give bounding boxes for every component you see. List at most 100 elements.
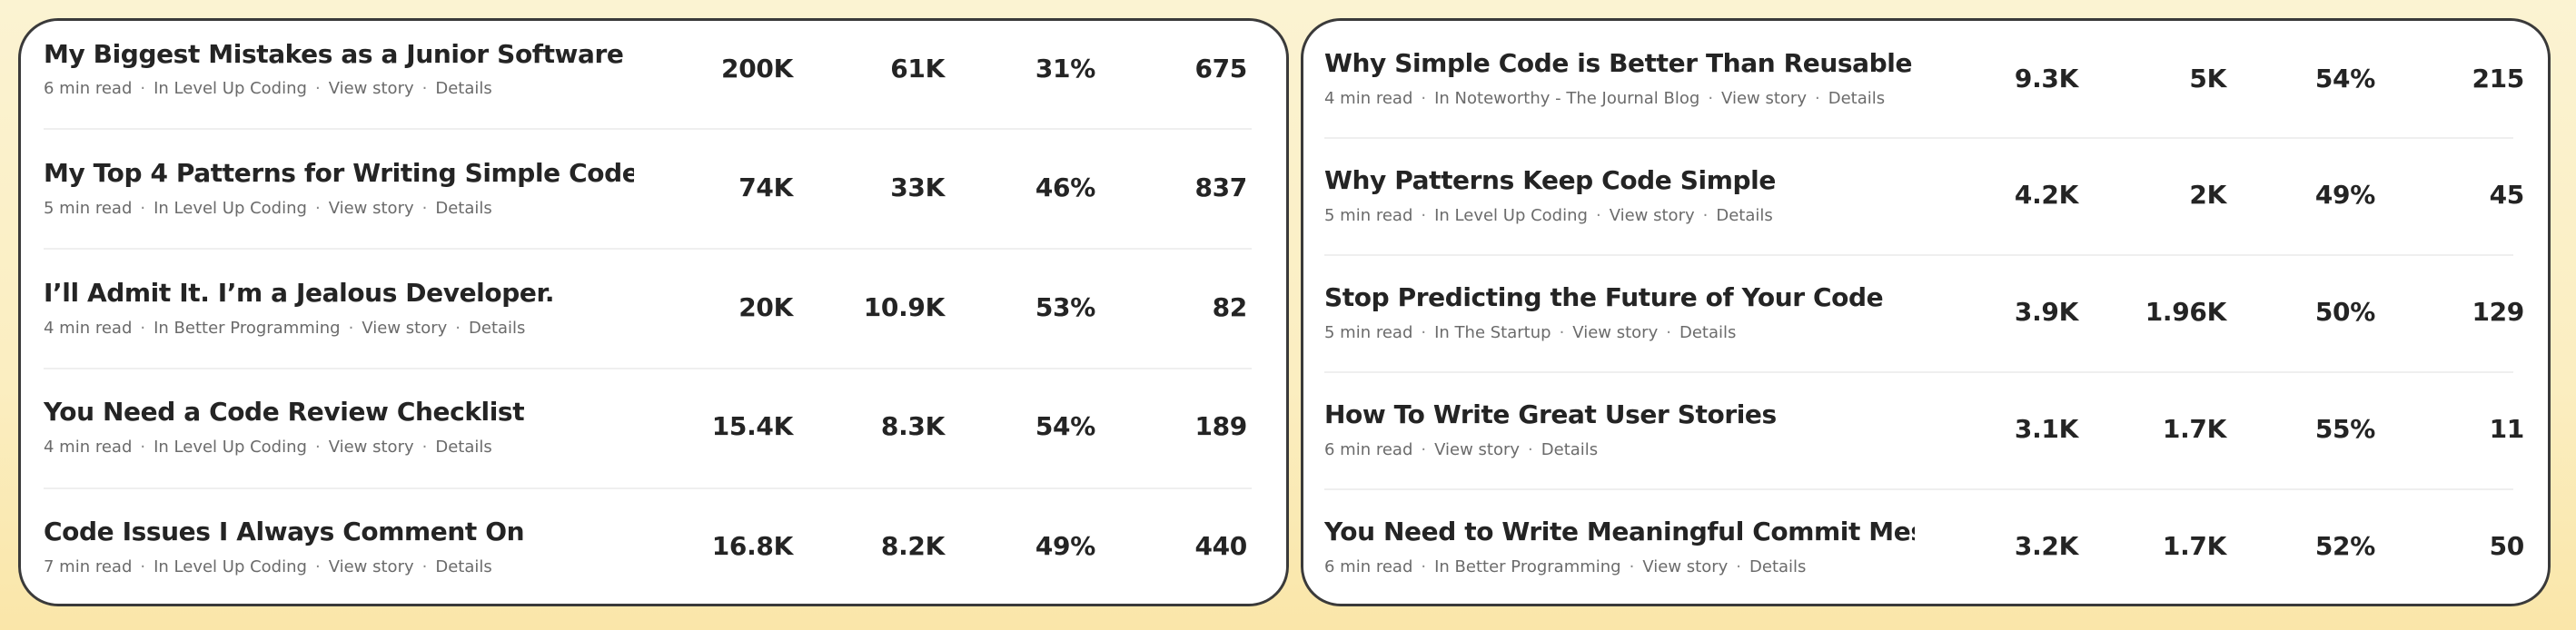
view-story-link[interactable]: View story — [1721, 89, 1807, 108]
story-meta: 6 min read · In Level Up Coding · View story… — [44, 79, 492, 98]
separator: · — [140, 199, 146, 218]
separator: · — [314, 79, 321, 98]
story-title[interactable]: My Top 4 Patterns for Writing Simple Cod… — [44, 158, 634, 188]
publication-link[interactable]: In Level Up Coding — [1434, 206, 1588, 225]
read-ratio-value: 52% — [2314, 531, 2375, 561]
separator: · — [1666, 323, 1671, 342]
separator: · — [1421, 440, 1427, 459]
separator: · — [1421, 557, 1427, 576]
view-story-link[interactable]: View story — [1572, 323, 1659, 342]
publication-link[interactable]: In The Startup — [1434, 323, 1551, 342]
read-time: 6 min read — [1324, 440, 1413, 459]
fans-value: 11 — [2489, 414, 2525, 444]
read-ratio-value: 54% — [1035, 411, 1095, 441]
separator: · — [140, 319, 146, 338]
story-row: I’ll Admit It. I’m a Jealous Developer. … — [44, 250, 1252, 369]
publication-link[interactable]: In Noteworthy - The Journal Blog — [1434, 89, 1700, 108]
separator: · — [1702, 206, 1709, 225]
story-title[interactable]: Why Patterns Keep Code Simple — [1324, 165, 1776, 195]
details-link[interactable]: Details — [1716, 206, 1773, 225]
story-title[interactable]: You Need to Write Meaningful Commit Mes.… — [1324, 517, 1915, 546]
reads-value: 2K — [2189, 180, 2226, 210]
details-link[interactable]: Details — [1828, 89, 1886, 108]
details-link[interactable]: Details — [1749, 557, 1807, 576]
story-row: Why Simple Code is Better Than Reusable … — [1324, 21, 2513, 139]
fans-value: 50 — [2489, 531, 2525, 561]
story-row: My Biggest Mistakes as a Junior Software… — [44, 21, 1252, 130]
views-value: 20K — [738, 292, 793, 322]
view-story-link[interactable]: View story — [328, 557, 414, 576]
publication-link[interactable]: In Level Up Coding — [154, 557, 307, 576]
reads-value: 10.9K — [863, 292, 946, 322]
separator: · — [1595, 206, 1601, 225]
views-value: 74K — [738, 172, 793, 202]
read-time: 6 min read — [1324, 557, 1413, 576]
story-meta: 4 min read · In Level Up Coding · View story… — [44, 438, 492, 457]
view-story-link[interactable]: View story — [362, 319, 448, 338]
read-time: 7 min read — [44, 557, 133, 576]
story-title[interactable]: Why Simple Code is Better Than Reusable … — [1324, 48, 1915, 78]
stories-panel-right: Why Simple Code is Better Than Reusable … — [1301, 18, 2551, 606]
fans-value: 189 — [1194, 411, 1247, 441]
separator: · — [421, 79, 428, 98]
details-link[interactable]: Details — [1679, 323, 1737, 342]
details-link[interactable]: Details — [435, 557, 492, 576]
read-time: 6 min read — [44, 79, 133, 98]
reads-value: 8.2K — [880, 531, 945, 561]
story-title[interactable]: Code Issues I Always Comment On — [44, 517, 525, 546]
read-ratio-value: 54% — [2314, 64, 2375, 94]
story-row: Why Patterns Keep Code Simple 5 min read… — [1324, 139, 2513, 256]
story-title[interactable]: How To Write Great User Stories — [1324, 399, 1777, 429]
separator: · — [455, 319, 461, 338]
story-title[interactable]: I’ll Admit It. I’m a Jealous Developer. — [44, 278, 555, 308]
reads-value: 5K — [2189, 64, 2226, 94]
story-title[interactable]: Stop Predicting the Future of Your Code — [1324, 282, 1884, 312]
read-time: 5 min read — [1324, 206, 1413, 225]
views-value: 3.2K — [2014, 531, 2078, 561]
separator: · — [348, 319, 354, 338]
read-time: 4 min read — [44, 319, 133, 338]
fans-value: 837 — [1194, 172, 1247, 202]
separator: · — [1421, 89, 1427, 108]
separator: · — [140, 557, 146, 576]
publication-link[interactable]: In Level Up Coding — [154, 438, 307, 457]
read-ratio-value: 53% — [1035, 292, 1095, 322]
story-title[interactable]: You Need a Code Review Checklist — [44, 397, 525, 427]
views-value: 9.3K — [2014, 64, 2078, 94]
fans-value: 129 — [2472, 297, 2524, 327]
separator: · — [1629, 557, 1635, 576]
publication-link[interactable]: In Better Programming — [154, 319, 341, 338]
details-link[interactable]: Details — [435, 199, 492, 218]
separator: · — [421, 199, 428, 218]
publication-link[interactable]: In Level Up Coding — [154, 79, 307, 98]
separator: · — [1708, 89, 1714, 108]
views-value: 4.2K — [2014, 180, 2078, 210]
story-meta: 6 min read · View story · Details — [1324, 440, 1598, 459]
view-story-link[interactable]: View story — [328, 438, 414, 457]
read-ratio-value: 49% — [2314, 180, 2375, 210]
story-meta: 5 min read · In Level Up Coding · View story… — [1324, 206, 1773, 225]
separator: · — [140, 79, 146, 98]
story-row: How To Write Great User Stories 6 min re… — [1324, 373, 2513, 490]
separator: · — [1736, 557, 1742, 576]
publication-link[interactable]: In Level Up Coding — [154, 199, 307, 218]
read-ratio-value: 55% — [2314, 414, 2375, 444]
reads-value: 8.3K — [880, 411, 945, 441]
view-story-link[interactable]: View story — [1609, 206, 1695, 225]
view-story-link[interactable]: View story — [1434, 440, 1521, 459]
details-link[interactable]: Details — [469, 319, 526, 338]
view-story-link[interactable]: View story — [328, 79, 414, 98]
views-value: 15.4K — [711, 411, 794, 441]
story-row: Stop Predicting the Future of Your Code … — [1324, 256, 2513, 373]
read-ratio-value: 46% — [1035, 172, 1095, 202]
publication-link[interactable]: In Better Programming — [1434, 557, 1621, 576]
details-link[interactable]: Details — [435, 438, 492, 457]
view-story-link[interactable]: View story — [328, 199, 414, 218]
story-meta: 5 min read · In Level Up Coding · View story… — [44, 199, 492, 218]
stats-columns: 9.3K 5K 54% 215 4.2K 2K 49% 45 3.9K 1.96… — [1303, 21, 2548, 604]
story-title[interactable]: My Biggest Mistakes as a Junior Software… — [44, 39, 634, 69]
view-story-link[interactable]: View story — [1642, 557, 1729, 576]
details-link[interactable]: Details — [435, 79, 492, 98]
story-row: My Top 4 Patterns for Writing Simple Cod… — [44, 130, 1252, 250]
details-link[interactable]: Details — [1541, 440, 1599, 459]
